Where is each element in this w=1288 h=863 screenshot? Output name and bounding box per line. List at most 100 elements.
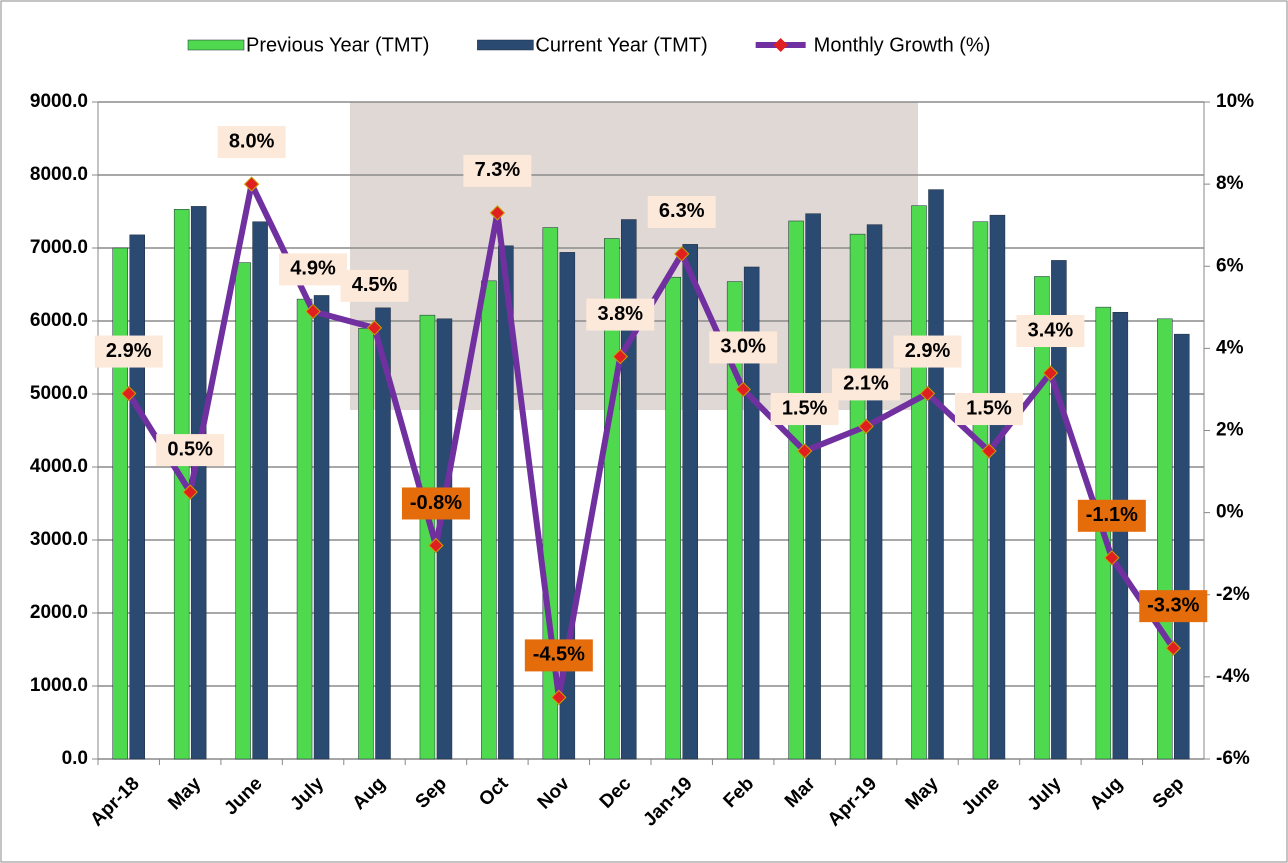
value-label: 2.9% [106, 340, 152, 362]
y-tick-label: 4000.0 [30, 456, 88, 477]
value-label-box [1016, 315, 1085, 348]
value-label: 1.5% [782, 397, 828, 419]
value-label-box [586, 298, 655, 331]
bar [313, 295, 330, 760]
value-label-box [832, 368, 901, 401]
value-label-box [401, 487, 470, 520]
bar [498, 245, 514, 760]
bar [542, 227, 559, 760]
legend-swatch [773, 38, 788, 52]
bar [972, 221, 989, 760]
bar [235, 262, 251, 760]
bar [1174, 333, 1190, 760]
value-label-box [524, 639, 593, 672]
value-label-box [340, 269, 409, 302]
value-label: 7.3% [475, 159, 521, 181]
bar [129, 234, 145, 760]
bar [665, 276, 681, 760]
bar [375, 307, 391, 760]
y2-tick-label: 8% [1216, 173, 1244, 194]
bar [849, 233, 866, 760]
marker [366, 320, 383, 336]
value-label-box [954, 393, 1023, 426]
marker [428, 537, 444, 554]
y-tick-label: 1000.0 [30, 675, 88, 696]
bar [358, 328, 374, 760]
y2-tick-label: -6% [1216, 748, 1250, 769]
y-tick-label: 9000.0 [30, 91, 88, 112]
y2-tick-label: 2% [1216, 420, 1244, 441]
y2-tick-label: -4% [1216, 666, 1250, 687]
value-label: 8.0% [229, 130, 275, 152]
legend-label: Current Year (TMT) [535, 34, 707, 56]
legend-label: Previous Year (TMT) [246, 34, 429, 56]
marker [858, 418, 874, 435]
marker [612, 348, 628, 365]
value-label-box [463, 154, 532, 187]
y-tick-label: 7000.0 [30, 237, 88, 258]
bar [928, 189, 944, 760]
marker [1165, 640, 1181, 656]
value-label: 3.0% [720, 336, 766, 358]
value-label-box [770, 393, 839, 426]
value-label: -4.5% [533, 644, 585, 666]
value-label-box [279, 253, 348, 286]
value-label: 2.1% [843, 373, 889, 395]
marker [305, 303, 321, 320]
value-label: -0.8% [410, 492, 462, 514]
bar [296, 298, 313, 760]
marker [243, 176, 260, 192]
value-label: 0.5% [167, 438, 213, 460]
value-label: 4.5% [352, 274, 398, 296]
marker [489, 205, 506, 221]
value-label-box [709, 331, 778, 364]
marker [674, 246, 690, 262]
y-tick-label: 8000.0 [30, 164, 88, 185]
y-tick-label: 6000.0 [30, 310, 88, 331]
value-label-box [1139, 590, 1208, 623]
bar [481, 280, 497, 760]
bar [682, 244, 698, 760]
bar [866, 224, 883, 760]
legend-swatch [477, 39, 534, 51]
marker [796, 443, 813, 459]
bar [1034, 276, 1050, 760]
bar [911, 205, 927, 760]
marker [919, 385, 936, 402]
value-label: -1.1% [1086, 504, 1138, 526]
value-label: 6.3% [659, 200, 705, 222]
y2-tick-label: 6% [1216, 255, 1244, 276]
value-label-box [156, 434, 225, 467]
value-label: 3.8% [597, 303, 643, 325]
value-label-box [94, 335, 163, 368]
value-label: 4.9% [290, 258, 336, 280]
marker [1042, 365, 1059, 381]
bar [726, 281, 743, 760]
y-tick-label: 2000.0 [30, 602, 88, 623]
value-label: -3.3% [1147, 594, 1199, 616]
bar [112, 247, 128, 760]
marker [182, 484, 198, 500]
marker [1104, 550, 1120, 566]
bar [805, 213, 821, 760]
value-label: 2.9% [905, 340, 951, 362]
value-label: 3.4% [1028, 319, 1074, 341]
bar [788, 220, 804, 760]
value-label-box [217, 126, 286, 159]
y-tick-label: 0.0 [62, 748, 88, 769]
y2-tick-label: 4% [1216, 337, 1244, 358]
value-label-box [1077, 499, 1146, 532]
legend-label: Monthly Growth (%) [814, 34, 991, 56]
value-label-box [647, 195, 716, 228]
marker [981, 443, 997, 459]
bar [252, 221, 268, 760]
y2-tick-label: 0% [1216, 502, 1244, 523]
value-label: 1.5% [966, 397, 1012, 419]
marker [735, 381, 751, 398]
bar [1112, 311, 1129, 760]
y-tick-label: 3000.0 [30, 529, 88, 550]
marker [121, 385, 137, 402]
y-tick-label: 5000.0 [30, 383, 88, 404]
y2-tick-label: -2% [1216, 584, 1250, 605]
